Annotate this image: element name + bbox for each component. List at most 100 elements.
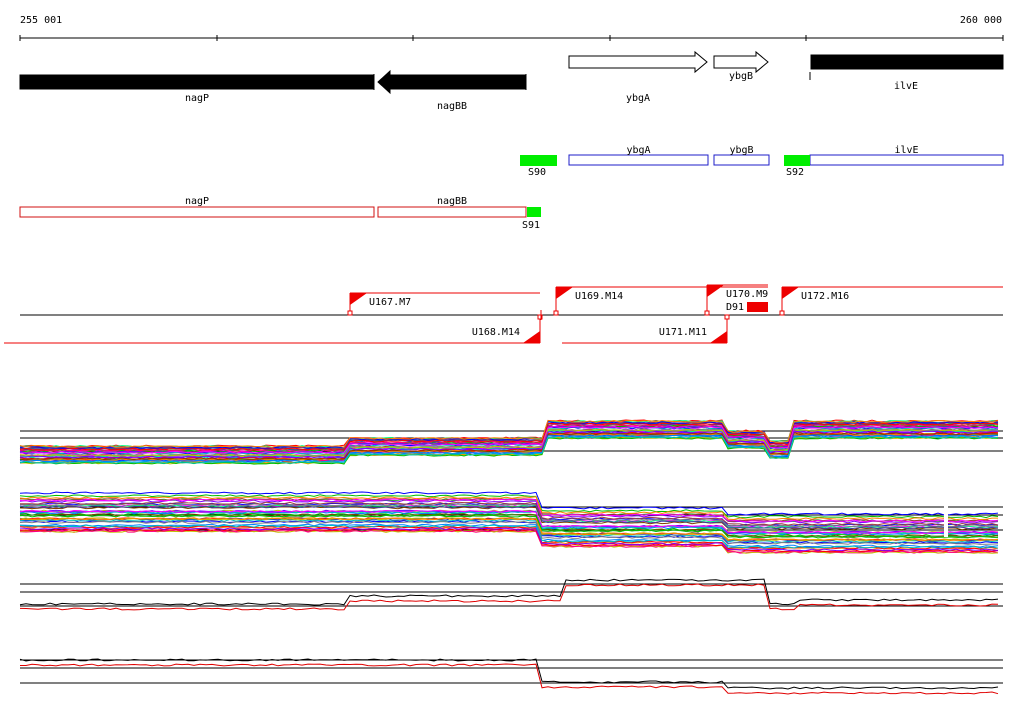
- expression-line: [19, 525, 999, 550]
- reverse-unit-nagP: nagP: [19, 196, 375, 218]
- site-S91: S91: [522, 207, 541, 231]
- expression-tracks: [19, 419, 1003, 695]
- track-reverse-strand-all: [19, 491, 1003, 554]
- promoter-marker: [537, 314, 543, 320]
- expression-line: [19, 658, 999, 690]
- gene-shape: [713, 50, 769, 74]
- gene-ybgA: ybgA: [568, 50, 708, 104]
- expression-line: [19, 432, 999, 461]
- promoter-marker: [724, 314, 730, 320]
- promoter-marker: [347, 310, 353, 316]
- track-forward-strand-all: [19, 419, 1003, 465]
- expression-line: [19, 496, 998, 521]
- expression-line: [19, 514, 999, 539]
- site-S90: S90: [520, 155, 557, 178]
- down-mark-group: D91: [726, 302, 768, 313]
- transcript-forward-U169.M14: U169.M14: [553, 286, 768, 316]
- expression-line: [19, 520, 999, 545]
- expression-line: [19, 529, 999, 554]
- gene-shape: [810, 54, 1004, 70]
- transcript-row: U167.M7 U169.M14 U170.M9 U172.M16 U168.M14 U1…: [4, 284, 1003, 344]
- expression-line: [19, 509, 999, 534]
- ruler-ticks: [19, 35, 1004, 41]
- coordinate-end-label: 260 000: [960, 15, 1002, 26]
- promoter-flag: [523, 331, 540, 343]
- gene-label: ilvE: [894, 81, 918, 92]
- expression-line: [19, 527, 999, 552]
- track-gap: [944, 493, 948, 537]
- unit-box: [377, 206, 527, 218]
- expression-line: [20, 663, 999, 695]
- gene-label: ybgA: [626, 93, 650, 104]
- gene-shape: [19, 74, 375, 90]
- unit-label: ybgA: [626, 145, 650, 156]
- expression-line: [19, 578, 999, 606]
- expression-line: [19, 491, 999, 516]
- promoter-flag: [350, 293, 367, 305]
- reverse-unit-nagBB: nagBB: [377, 196, 527, 218]
- unit-label: nagP: [185, 196, 209, 207]
- expression-line: [19, 432, 999, 461]
- transcript-reverse-U171.M11: U171.M11: [562, 314, 730, 344]
- unit-label: ybgB: [729, 145, 753, 156]
- promoter-marker: [553, 310, 559, 316]
- expression-line: [19, 498, 999, 523]
- expression-line: [19, 503, 999, 528]
- site-box: [527, 207, 541, 217]
- gene-label: nagBB: [437, 101, 467, 112]
- promoter-marker: [779, 310, 785, 316]
- gene-nagBB: nagBB: [377, 69, 527, 112]
- transcription-unit-row: ybgA ybgB ilvE nagP nagBB S90 S92 S91: [19, 145, 1004, 231]
- gene-shape: [377, 69, 527, 95]
- track-forward-strand-replicates: [19, 578, 1003, 611]
- track-reverse-strand-replicates: [19, 658, 1003, 695]
- gene-ybgB: ybgB: [713, 50, 769, 82]
- unit-box: [19, 206, 375, 218]
- promoter-marker: [704, 310, 710, 316]
- expression-line: [19, 419, 999, 448]
- transcript-label: U169.M14: [575, 291, 623, 302]
- site-box: [784, 155, 810, 166]
- gene-label: nagP: [185, 93, 209, 104]
- promoter-flag: [710, 331, 727, 343]
- expression-line: [19, 528, 999, 553]
- transcript-reverse-U168.M14: U168.M14: [4, 314, 543, 344]
- unit-label: nagBB: [437, 196, 467, 207]
- transcript-forward-U170.M9: U170.M9: [704, 284, 768, 316]
- forward-unit-ybgA: ybgA: [568, 145, 709, 166]
- gene-annotation-row: nagP nagBB ybgA ybgB ilvE: [19, 50, 1004, 112]
- expression-line: [19, 505, 999, 530]
- down-mark-box: [747, 302, 768, 312]
- site-label: S91: [522, 220, 540, 231]
- gene-label: ybgB: [729, 71, 753, 82]
- gene-nagP: nagP: [19, 74, 375, 104]
- expression-line: [19, 422, 999, 451]
- expression-line: [19, 583, 999, 611]
- site-label: S92: [786, 167, 804, 178]
- down-mark-label: D91: [726, 302, 744, 313]
- expression-line: [19, 517, 999, 542]
- site-box: [520, 155, 557, 166]
- forward-unit-ybgB: ybgB: [713, 145, 770, 166]
- expression-line: [19, 425, 999, 454]
- expression-line: [19, 434, 999, 463]
- expression-line: [19, 524, 999, 549]
- transcript-label: U167.M7: [369, 297, 411, 308]
- promoter-flag: [707, 285, 724, 297]
- transcript-label: U170.M9: [726, 289, 768, 300]
- site-label: S90: [528, 167, 546, 178]
- transcript-label: U168.M14: [472, 327, 520, 338]
- forward-unit-ilvE: ilvE: [809, 145, 1004, 166]
- coordinate-ruler: 255 001 260 000: [19, 15, 1004, 41]
- expression-line: [19, 504, 999, 529]
- expression-line: [19, 425, 999, 454]
- expression-line: [19, 510, 999, 535]
- promoter-flag: [782, 287, 799, 299]
- site-S92: S92: [784, 155, 810, 178]
- transcript-label: U171.M11: [659, 327, 707, 338]
- transcript-label: U172.M16: [801, 291, 849, 302]
- transcript-forward-U172.M16: U172.M16: [779, 286, 1003, 316]
- unit-box: [809, 154, 1004, 166]
- gene-ilvE: ilvE: [810, 54, 1004, 92]
- transcript-forward-U167.M7: U167.M7: [347, 292, 540, 316]
